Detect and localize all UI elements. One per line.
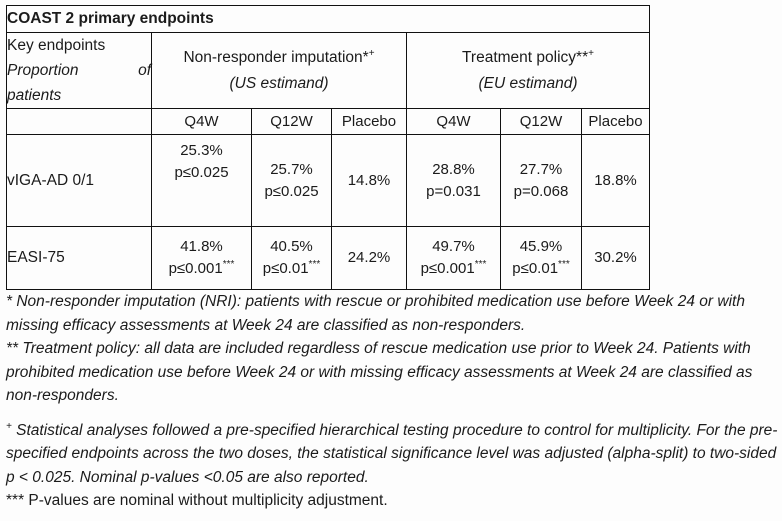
group-eu-dagger: + xyxy=(588,47,594,59)
pvalue-text: p≤0.025 xyxy=(252,181,331,203)
pvalue-text: p=0.068 xyxy=(501,181,581,203)
value-text: 18.8% xyxy=(594,171,637,189)
cell-viga-us-q12w: 25.7% p≤0.025 xyxy=(251,134,332,227)
cell-viga-us-q4w: 25.3% p≤0.025 xyxy=(151,134,252,227)
key-endpoints-line: Key endpoints xyxy=(7,37,106,54)
group-us-dagger: + xyxy=(368,47,375,59)
pvalue-text: p=0.031 xyxy=(407,181,500,203)
group-header-us-title: Non-responder imputation*+ xyxy=(152,45,406,71)
pvalue-base: p=0.031 xyxy=(426,182,481,200)
value-text: 25.7% xyxy=(270,160,313,178)
subheader-empty-cell xyxy=(6,108,152,135)
footnote-nominal-pvalues-marker: *** xyxy=(6,492,25,509)
subheader-us-q4w: Q4W xyxy=(151,108,252,135)
subheader-us-placebo: Placebo xyxy=(331,108,407,135)
subheader-eu-q4w: Q4W xyxy=(406,108,501,135)
value-text: 45.9% xyxy=(519,238,563,255)
subheader-eu-placebo: Placebo xyxy=(581,108,650,135)
value-text: 24.2% xyxy=(347,249,391,266)
cell-easi-us-placebo: 24.2% xyxy=(331,226,407,290)
pvalue-base: p≤0.025 xyxy=(174,164,229,181)
footnote-treatment-policy: ** Treatment policy: all data are includ… xyxy=(6,337,778,408)
footnote-nri-text: Non-responder imputation (NRI): patients… xyxy=(6,293,745,334)
cell-viga-eu-placebo: 18.8% xyxy=(581,134,650,227)
footnote-statistics-text: Statistical analyses followed a pre-spec… xyxy=(6,421,778,486)
cell-viga-us-placebo: 14.8% xyxy=(331,134,407,227)
table-subheader-row: Q4W Q12W Placebo Q4W Q12W Placebo xyxy=(6,108,650,135)
subheader-eu-q12w: Q12W xyxy=(500,108,582,135)
pvalue-base: p≤0.001 xyxy=(420,260,475,277)
pvalue-text: p≤0.025 xyxy=(152,162,251,184)
group-eu-asterisks: ** xyxy=(576,48,589,66)
key-endpoints-header: Key endpoints Proportion of patients xyxy=(6,32,152,109)
footnote-treatment-policy-text: Treatment policy: all data are included … xyxy=(6,340,753,404)
proportion-of-patients-line: Proportion of patients xyxy=(7,62,151,104)
pvalue-sup: *** xyxy=(222,259,235,270)
value-text: 28.8% xyxy=(432,160,475,178)
pvalue-sup: *** xyxy=(474,259,487,270)
table-row-viga: vIGA-AD 0/1 25.3% p≤0.025 25.7% p≤0.025 … xyxy=(6,134,650,227)
table-title-row: COAST 2 primary endpoints xyxy=(6,5,650,33)
pvalue-base: p≤0.001 xyxy=(168,260,223,277)
cell-easi-us-q4w: 41.8% p≤0.001*** xyxy=(151,226,252,290)
value-text: 25.3% xyxy=(180,142,223,159)
row-label-viga: vIGA-AD 0/1 xyxy=(6,134,152,227)
group-header-eu-subtitle: (EU estimand) xyxy=(478,74,578,92)
group-header-us-subtitle: (US estimand) xyxy=(229,74,329,92)
pvalue-base: p=0.068 xyxy=(513,182,569,200)
footnotes: * Non-responder imputation (NRI): patien… xyxy=(6,290,778,513)
group-header-eu: Treatment policy**+ (EU estimand) xyxy=(406,32,650,109)
value-text: 30.2% xyxy=(594,249,637,266)
table-row-easi: EASI-75 41.8% p≤0.001*** 40.5% p≤0.01***… xyxy=(6,226,650,290)
value-text: 41.8% xyxy=(180,238,223,255)
pvalue-base: p≤0.01 xyxy=(262,260,309,277)
pvalue-text: p≤0.001*** xyxy=(407,258,500,280)
cell-viga-eu-q12w: 27.7% p=0.068 xyxy=(500,134,582,227)
value-text: 49.7% xyxy=(432,238,475,255)
pvalue-text: p≤0.01*** xyxy=(252,258,331,280)
pvalue-text: p≤0.01*** xyxy=(501,258,581,280)
footnote-nri-marker: * xyxy=(6,293,13,310)
subheader-us-q12w: Q12W xyxy=(251,108,332,135)
value-text: 14.8% xyxy=(347,171,391,189)
table-header-row: Key endpoints Proportion of patients Non… xyxy=(6,32,650,109)
footnote-nri: * Non-responder imputation (NRI): patien… xyxy=(6,290,778,337)
footnote-treatment-policy-marker: ** xyxy=(6,340,19,357)
cell-easi-eu-q4w: 49.7% p≤0.001*** xyxy=(406,226,501,290)
value-text: 40.5% xyxy=(270,238,313,255)
row-label-easi: EASI-75 xyxy=(6,226,152,290)
footnote-statistics-marker: + xyxy=(6,420,12,432)
pvalue-text: p≤0.001*** xyxy=(152,258,251,280)
cell-easi-eu-placebo: 30.2% xyxy=(581,226,650,290)
endpoints-table: COAST 2 primary endpoints Key endpoints … xyxy=(6,5,650,290)
cell-easi-eu-q12w: 45.9% p≤0.01*** xyxy=(500,226,582,290)
footnote-nominal-pvalues-text: P-values are nominal without multiplicit… xyxy=(28,492,388,509)
value-text: 27.7% xyxy=(519,160,563,178)
footnote-nominal-pvalues: *** P-values are nominal without multipl… xyxy=(6,489,778,513)
group-us-asterisks: * xyxy=(362,48,369,66)
group-header-us: Non-responder imputation*+ (US estimand) xyxy=(151,32,407,109)
pvalue-sup: *** xyxy=(308,259,321,270)
pvalue-base: p≤0.025 xyxy=(264,182,319,200)
cell-viga-eu-q4w: 28.8% p=0.031 xyxy=(406,134,501,227)
table-title: COAST 2 primary endpoints xyxy=(6,5,650,33)
group-us-label: Non-responder imputation xyxy=(183,48,363,66)
pvalue-sup: *** xyxy=(558,259,570,270)
group-header-eu-title: Treatment policy**+ xyxy=(407,45,649,71)
pvalue-base: p≤0.01 xyxy=(512,260,559,277)
group-eu-label: Treatment policy xyxy=(462,48,577,66)
cell-easi-us-q12w: 40.5% p≤0.01*** xyxy=(251,226,332,290)
footnote-statistics: + Statistical analyses followed a pre-sp… xyxy=(6,419,778,490)
